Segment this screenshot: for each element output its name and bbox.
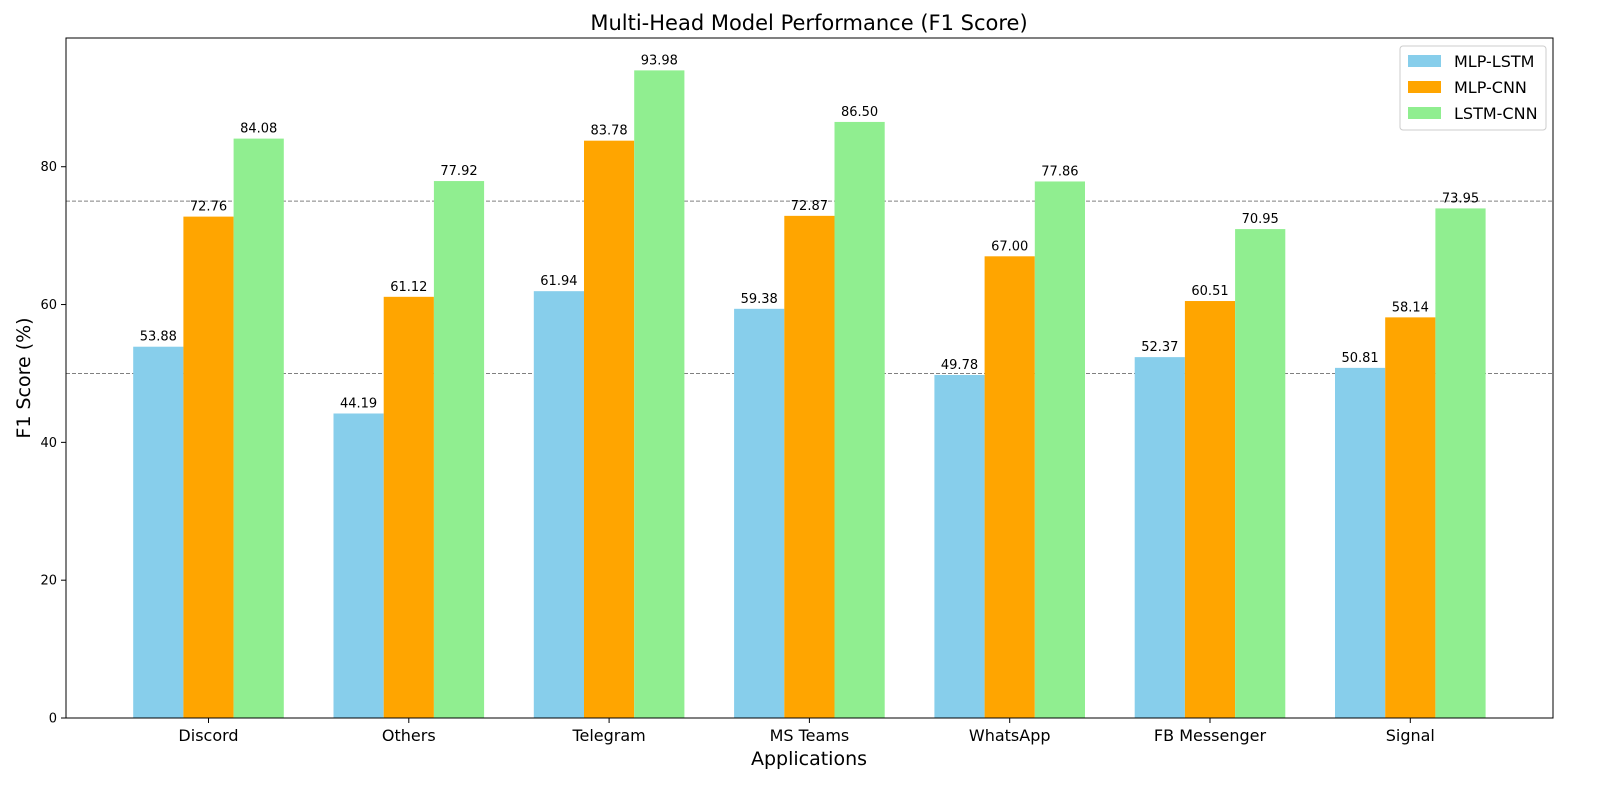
legend-label: MLP-CNN [1454, 78, 1527, 97]
data-label: 67.00 [991, 239, 1028, 254]
bar [1385, 317, 1436, 718]
bar [1335, 367, 1386, 718]
bar [1034, 181, 1085, 719]
y-tick-label: 60 [40, 298, 57, 313]
data-label: 49.78 [941, 358, 978, 373]
data-label: 77.92 [440, 164, 477, 179]
legend-swatch [1408, 81, 1441, 93]
data-label: 77.86 [1041, 164, 1078, 179]
bar [934, 374, 985, 718]
x-tick-label: WhatsApp [969, 726, 1051, 745]
y-tick-label: 0 [49, 712, 57, 727]
x-tick-label: FB Messenger [1154, 726, 1267, 745]
data-label: 50.81 [1341, 351, 1378, 366]
bar [984, 256, 1035, 718]
bar [383, 296, 434, 718]
reference-lines [66, 200, 1553, 374]
data-label: 70.95 [1242, 212, 1279, 227]
data-label: 72.76 [190, 200, 227, 215]
bar [784, 215, 835, 718]
x-axis: Discord Others Telegram MS Teams WhatsApp FB … [178, 718, 1435, 745]
bar [1184, 301, 1236, 718]
y-axis-label: F1 Score (%) [13, 317, 35, 438]
x-axis-label: Applications [751, 748, 867, 770]
y-tick-label: 40 [40, 436, 57, 451]
data-label: 61.12 [390, 280, 427, 295]
bar [834, 121, 885, 719]
legend-label: LSTM-CNN [1454, 104, 1538, 123]
bars-group [133, 70, 1486, 719]
legend-swatch [1408, 107, 1441, 119]
x-tick-label: Telegram [571, 726, 645, 745]
data-label: 60.51 [1191, 284, 1228, 299]
data-label: 59.38 [741, 292, 778, 307]
data-label: 93.98 [641, 53, 678, 68]
bar [734, 308, 785, 718]
data-label: 58.14 [1392, 300, 1429, 315]
data-label: 52.37 [1141, 340, 1178, 355]
x-tick-label: Signal [1386, 726, 1435, 745]
data-label: 53.88 [140, 330, 177, 345]
bar [1235, 229, 1286, 718]
bar [133, 346, 184, 718]
bar [183, 216, 234, 718]
bar [433, 181, 485, 719]
data-label: 83.78 [590, 124, 627, 139]
data-label: 86.50 [841, 105, 878, 120]
bar [1435, 208, 1486, 718]
data-labels-group: 53.88 72.76 84.08 44.19 61.12 77.92 61.94 83.78… [140, 53, 1479, 411]
data-label: 44.19 [340, 396, 377, 411]
bar [333, 413, 384, 718]
bar [634, 70, 685, 718]
data-label: 84.08 [240, 122, 277, 137]
y-axis: 0 20 40 60 80 [40, 160, 66, 727]
plot-frame [65, 37, 1554, 719]
data-label: 72.87 [791, 199, 828, 214]
bar [584, 140, 635, 719]
y-tick-label: 80 [40, 160, 57, 175]
legend: MLP-LSTM MLP-CNN LSTM-CNN [1399, 45, 1547, 131]
bar [533, 291, 584, 718]
x-tick-label: Discord [178, 726, 238, 745]
x-tick-label: Others [382, 726, 436, 745]
legend-label: MLP-LSTM [1454, 52, 1534, 71]
data-label: 73.95 [1442, 191, 1479, 206]
data-label: 61.94 [540, 274, 577, 289]
legend-swatch [1408, 55, 1441, 67]
bar [233, 138, 284, 718]
x-tick-label: MS Teams [770, 726, 850, 745]
y-tick-label: 20 [40, 574, 57, 589]
bar [1134, 357, 1185, 718]
chart-title: Multi-Head Model Performance (F1 Score) [590, 11, 1027, 35]
